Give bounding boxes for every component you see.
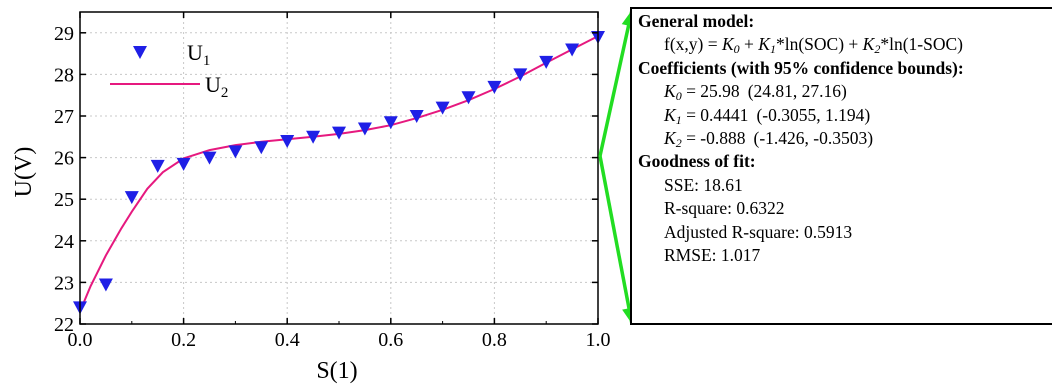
data-point-U1 xyxy=(332,126,346,140)
data-point-U1 xyxy=(539,55,554,69)
data-point-U1 xyxy=(565,43,580,57)
model-equation: f(x,y) = K0 + K1*ln(SOC) + K2*ln(1-SOC) xyxy=(664,34,963,57)
data-point-U1 xyxy=(409,110,424,123)
arrow-up xyxy=(598,9,634,157)
y-tick-label: 25 xyxy=(54,189,74,211)
data-point-U1 xyxy=(228,145,243,159)
goodness-title: Goodness of fit: xyxy=(638,151,756,172)
y-tick-label: 26 xyxy=(54,148,74,170)
data-point-U1 xyxy=(176,157,191,171)
goodness-sse: SSE: 18.61 xyxy=(664,174,743,195)
data-point-U1 xyxy=(254,141,269,155)
x-axis-title: S(1) xyxy=(316,358,357,384)
fit-results-box: General model: f(x,y) = K0 + K1*ln(SOC) … xyxy=(630,7,1052,325)
data-point-U1 xyxy=(357,122,372,136)
data-point-U1 xyxy=(306,130,321,144)
x-tick-label: 0.0 xyxy=(68,329,93,351)
coefficient-k0: K0 = 25.98 (24.81, 27.16) xyxy=(664,81,847,104)
goodness-r-square: R-square: 0.6322 xyxy=(664,198,785,219)
data-point-U1 xyxy=(487,80,502,94)
data-point-U1 xyxy=(513,68,528,82)
y-tick-label: 28 xyxy=(54,64,74,86)
y-tick-label: 23 xyxy=(54,272,74,294)
y-axis-title: U(V) xyxy=(11,147,37,198)
goodness-adjusted-r-square: Adjusted R-square: 0.5913 xyxy=(664,221,853,242)
data-point-U1 xyxy=(280,134,295,148)
x-tick-label: 0.8 xyxy=(482,329,507,351)
axes: 0.0 0.2 0.4 0.6 0.8 1.0 22 23 24 25 26 27 28 29 xyxy=(54,11,611,351)
x-tick-label: 0.2 xyxy=(171,329,196,351)
series-line-U2 xyxy=(79,35,599,312)
y-tick-label: 29 xyxy=(54,23,74,45)
data-point-U1 xyxy=(435,101,450,115)
arrow-down xyxy=(598,155,634,325)
y-tick-label: 24 xyxy=(54,231,74,253)
data-point-U1 xyxy=(98,278,113,292)
x-tick-label: 0.6 xyxy=(378,329,403,351)
x-tick-label: 1.0 xyxy=(586,329,611,351)
data-point-U1 xyxy=(202,151,217,165)
goodness-rmse: RMSE: 1.017 xyxy=(664,245,761,266)
y-tick-label: 27 xyxy=(54,106,74,128)
data-point-U1 xyxy=(383,116,398,130)
y-tick-label: 22 xyxy=(54,314,74,336)
legend-label-U1: U1 xyxy=(187,40,210,69)
legend-label-U2: U2 xyxy=(205,72,228,101)
data-point-U1 xyxy=(461,91,476,105)
x-tick-label: 0.4 xyxy=(275,329,300,351)
plot-area xyxy=(73,30,605,315)
coefficient-k2: K2 = -0.888 (-1.426, -0.3503) xyxy=(664,128,874,151)
data-point-U1 xyxy=(124,191,139,205)
data-point-U1 xyxy=(150,159,165,173)
coefficient-k1: K1 = 0.4441 (-0.3055, 1.194) xyxy=(664,104,871,127)
general-model-title: General model: xyxy=(638,11,755,31)
legend-marker-U1 xyxy=(133,46,147,59)
coefficients-title: Coefficients (with 95% confidence bounds… xyxy=(638,57,964,78)
